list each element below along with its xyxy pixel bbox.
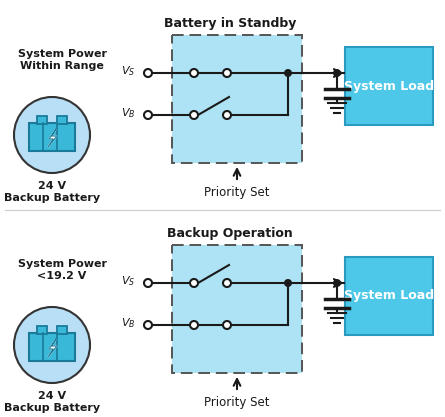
- Text: 24 V
Backup Battery: 24 V Backup Battery: [4, 181, 100, 203]
- Circle shape: [144, 111, 152, 119]
- Circle shape: [223, 111, 231, 119]
- Circle shape: [333, 69, 341, 77]
- Circle shape: [14, 307, 90, 383]
- Circle shape: [190, 321, 198, 329]
- Text: $V_S$: $V_S$: [121, 274, 135, 288]
- Text: System Load: System Load: [344, 289, 434, 302]
- FancyBboxPatch shape: [172, 35, 302, 163]
- Bar: [37, 116, 47, 124]
- FancyBboxPatch shape: [172, 245, 302, 373]
- Circle shape: [190, 111, 198, 119]
- Bar: [29, 123, 75, 151]
- Circle shape: [223, 69, 231, 77]
- Bar: [29, 333, 75, 361]
- Circle shape: [144, 279, 152, 287]
- Text: $V_B$: $V_B$: [121, 316, 135, 330]
- Text: Battery in Standby: Battery in Standby: [164, 17, 296, 30]
- Circle shape: [223, 279, 231, 287]
- Text: 24 V
Backup Battery: 24 V Backup Battery: [4, 391, 100, 412]
- Circle shape: [190, 69, 198, 77]
- FancyBboxPatch shape: [345, 47, 433, 125]
- Circle shape: [14, 97, 90, 173]
- Text: Priority Set: Priority Set: [204, 186, 270, 199]
- Text: System Power
<19.2 V: System Power <19.2 V: [17, 259, 106, 281]
- Circle shape: [223, 321, 231, 329]
- Circle shape: [144, 69, 152, 77]
- FancyBboxPatch shape: [345, 257, 433, 335]
- Circle shape: [284, 69, 292, 77]
- Text: System Load: System Load: [344, 80, 434, 93]
- Circle shape: [144, 321, 152, 329]
- Bar: [57, 326, 67, 334]
- Text: $V_B$: $V_B$: [121, 106, 135, 120]
- Polygon shape: [48, 129, 57, 147]
- Circle shape: [333, 279, 341, 287]
- Polygon shape: [48, 339, 57, 357]
- Circle shape: [190, 279, 198, 287]
- Text: System Power
Within Range: System Power Within Range: [17, 49, 106, 71]
- Bar: [57, 116, 67, 124]
- Circle shape: [284, 279, 292, 287]
- Text: $V_S$: $V_S$: [121, 64, 135, 78]
- Text: Priority Set: Priority Set: [204, 396, 270, 409]
- Text: Backup Operation: Backup Operation: [167, 227, 293, 240]
- Bar: [37, 326, 47, 334]
